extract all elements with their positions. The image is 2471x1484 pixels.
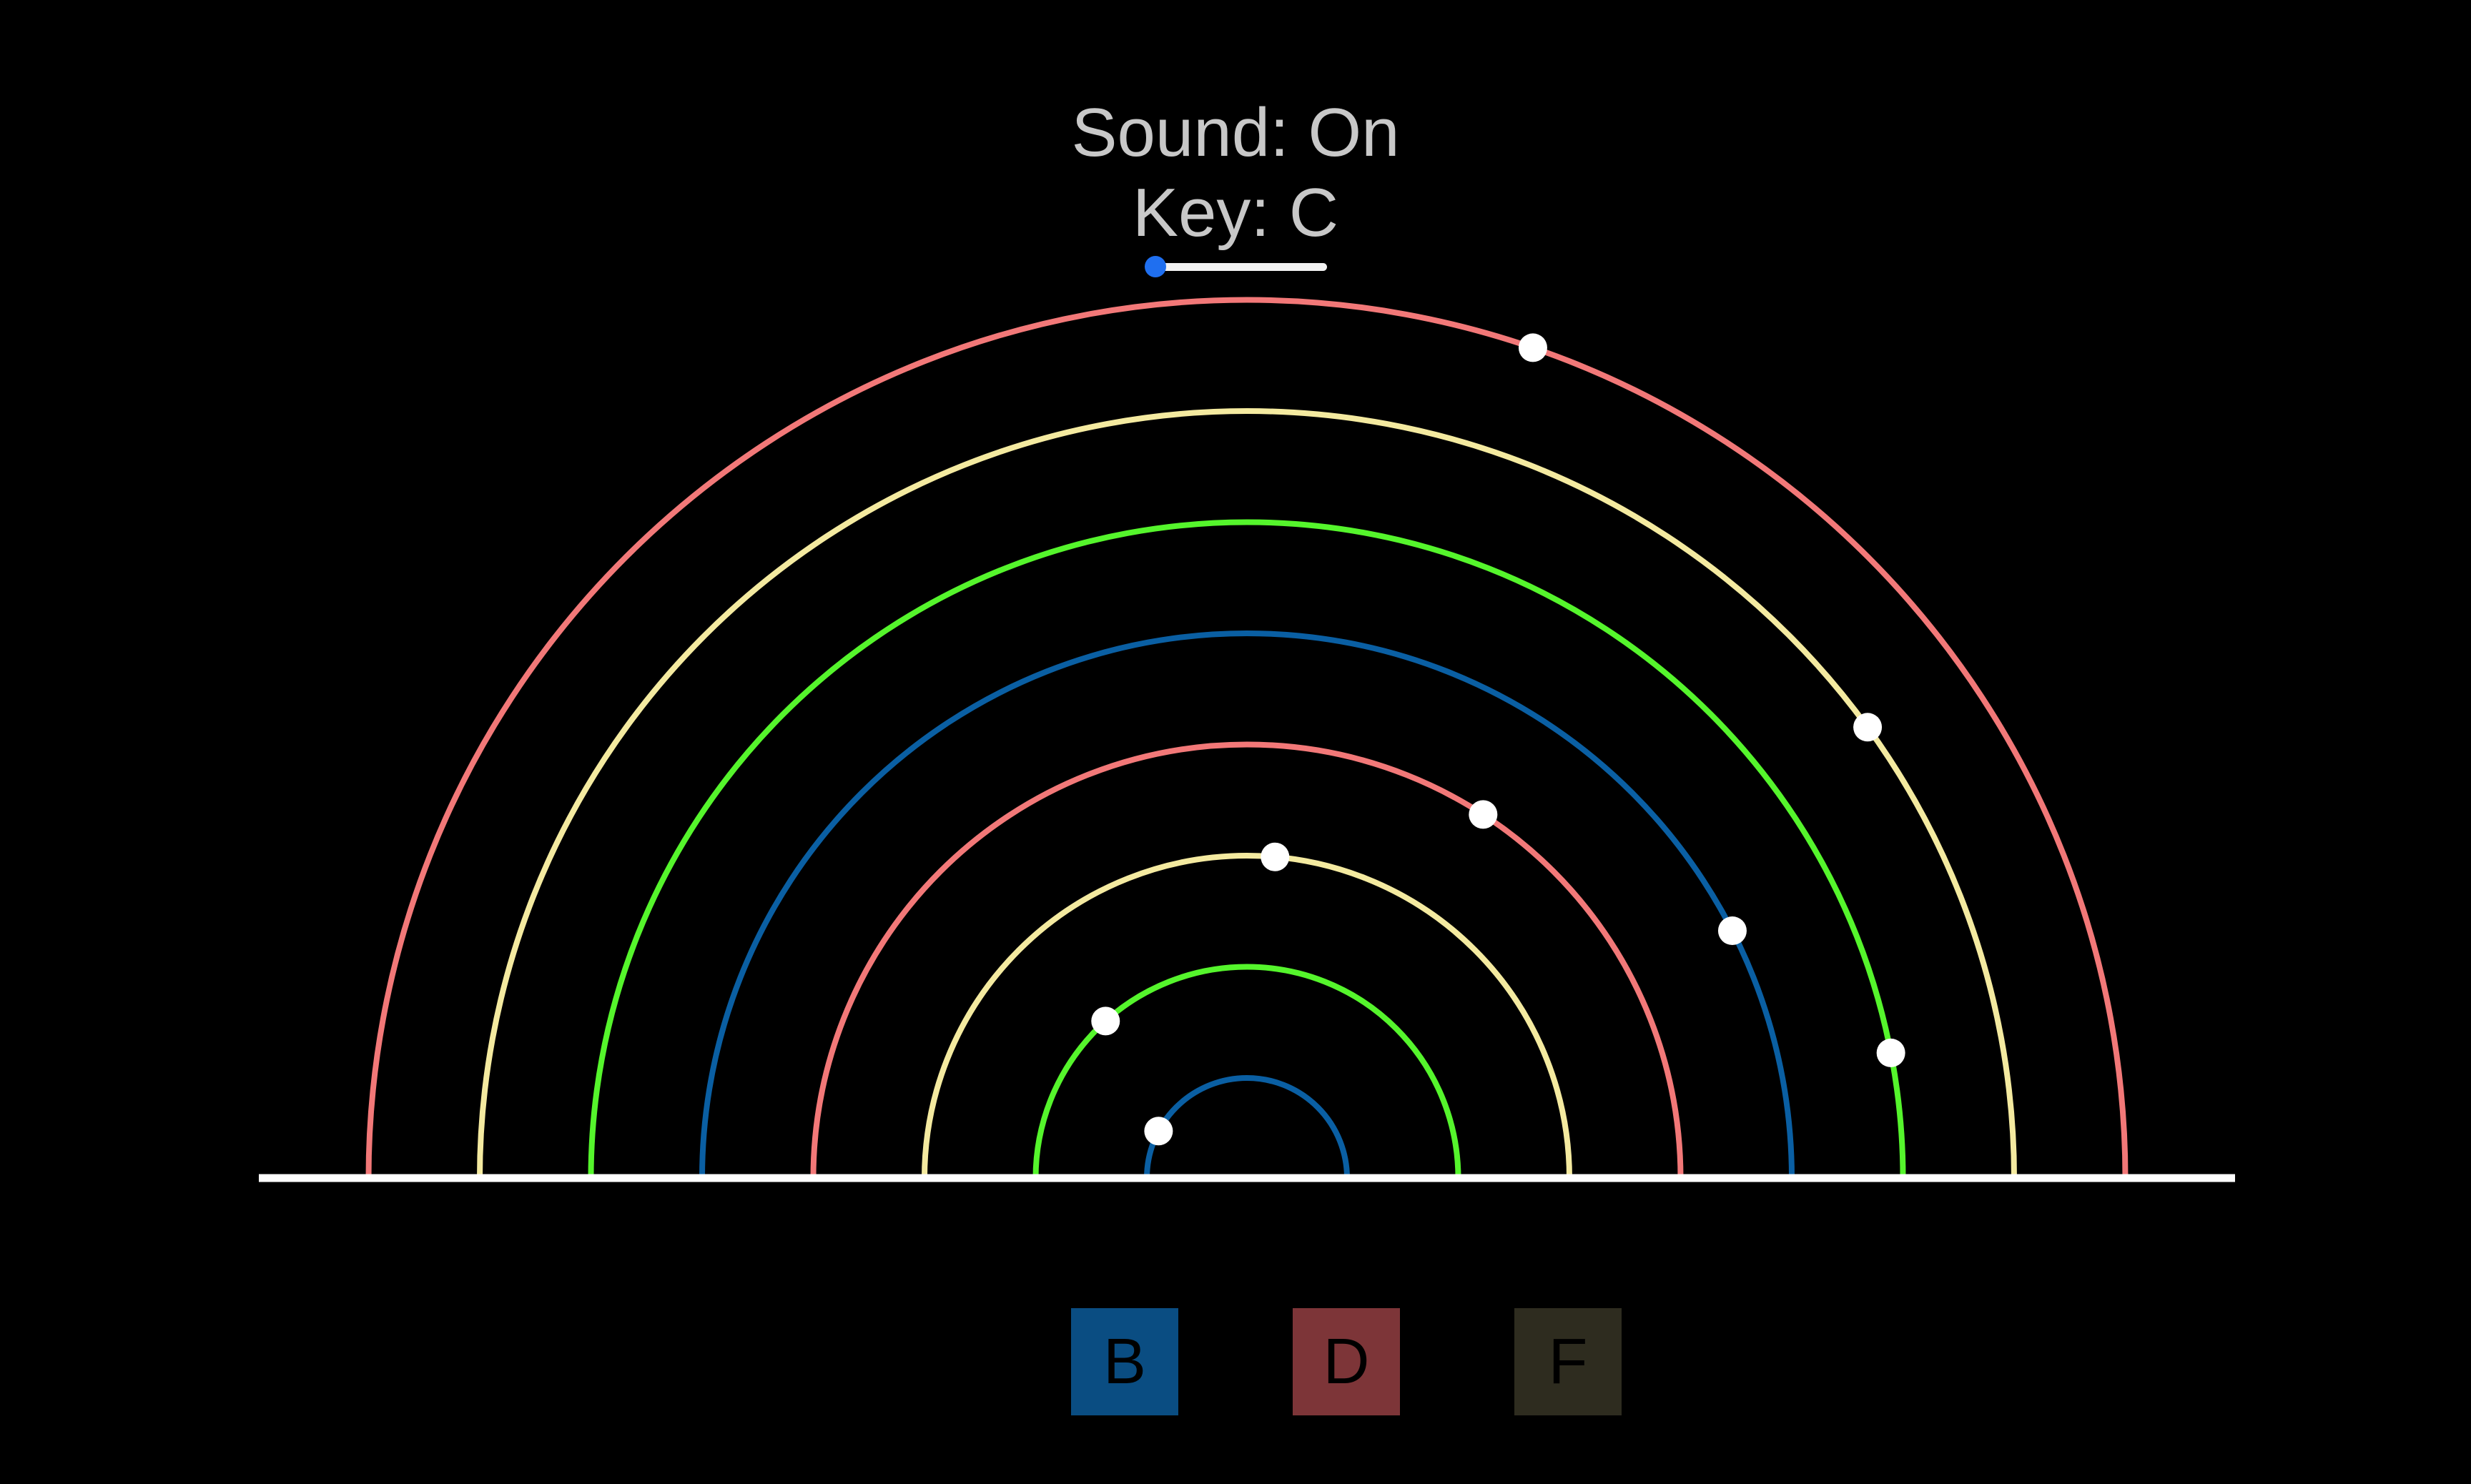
ball-4 bbox=[1469, 800, 1498, 829]
ball-2 bbox=[1091, 1006, 1120, 1036]
arc-ring-6 bbox=[588, 519, 1906, 1179]
key-slider-thumb[interactable] bbox=[1145, 256, 1166, 277]
arc-ring-8 bbox=[365, 297, 2129, 1179]
arc-ring-5 bbox=[699, 630, 1795, 1179]
key-slider-track[interactable] bbox=[1155, 263, 1327, 271]
note-button-f[interactable]: F bbox=[1514, 1308, 1622, 1415]
note-button-b[interactable]: B bbox=[1071, 1308, 1178, 1415]
arc-ring-7 bbox=[477, 408, 2017, 1179]
arc-ring-2 bbox=[1032, 964, 1461, 1179]
key-label[interactable]: Key: C bbox=[1132, 174, 1339, 251]
arc-ring-1 bbox=[1144, 1075, 1350, 1179]
note-button-d[interactable]: D bbox=[1293, 1308, 1400, 1415]
sound-toggle[interactable]: Sound: On bbox=[1071, 94, 1400, 171]
ball-1 bbox=[1144, 1117, 1173, 1146]
key-slider[interactable] bbox=[1145, 252, 1328, 280]
ball-7 bbox=[1853, 713, 1883, 742]
ball-6 bbox=[1876, 1038, 1905, 1067]
ball-3 bbox=[1261, 842, 1290, 871]
ball-5 bbox=[1717, 916, 1747, 946]
ball-8 bbox=[1518, 333, 1547, 362]
arc-ring-4 bbox=[810, 741, 1684, 1179]
arc-ring-3 bbox=[922, 853, 1572, 1179]
